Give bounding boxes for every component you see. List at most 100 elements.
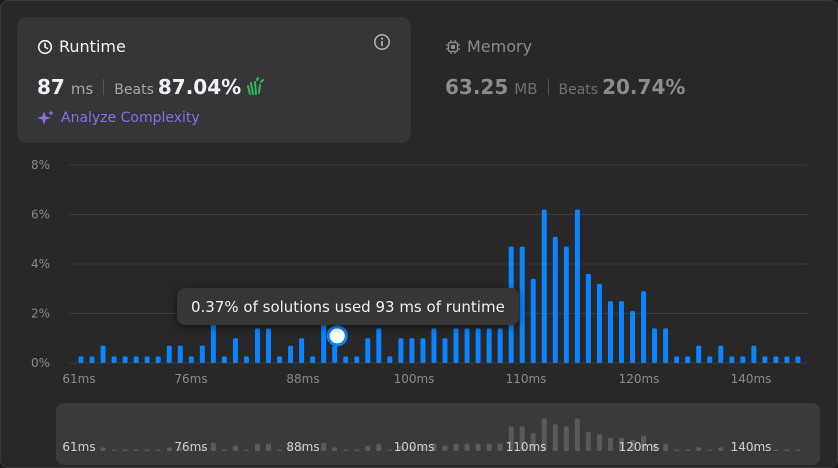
runtime-bar[interactable] bbox=[78, 356, 84, 363]
runtime-bar[interactable] bbox=[343, 356, 349, 363]
runtime-bar[interactable] bbox=[310, 356, 316, 363]
runtime-bar[interactable] bbox=[221, 356, 227, 363]
memory-beats-value: 20.74% bbox=[602, 75, 686, 99]
overview-bar bbox=[122, 449, 128, 451]
highlight-marker[interactable] bbox=[326, 325, 348, 347]
runtime-bar[interactable] bbox=[685, 356, 691, 363]
runtime-header: Runtime bbox=[37, 37, 126, 56]
runtime-bar[interactable] bbox=[420, 338, 426, 363]
runtime-bar[interactable] bbox=[740, 356, 746, 363]
runtime-bar[interactable] bbox=[652, 328, 658, 363]
x-tick-label: 76ms bbox=[174, 372, 207, 386]
runtime-bar[interactable] bbox=[354, 356, 360, 363]
runtime-bar[interactable] bbox=[784, 356, 790, 363]
runtime-bar[interactable] bbox=[321, 323, 327, 363]
runtime-bar[interactable] bbox=[277, 356, 283, 363]
runtime-bar[interactable] bbox=[718, 345, 724, 363]
x-tick-label: 140ms bbox=[731, 372, 772, 386]
memory-metric: 63.25 MB Beats 20.74% bbox=[445, 75, 685, 99]
runtime-bar[interactable] bbox=[299, 338, 305, 363]
memory-card[interactable]: Memory 63.25 MB Beats 20.74% bbox=[429, 17, 823, 143]
runtime-bar[interactable] bbox=[552, 236, 558, 363]
runtime-bar[interactable] bbox=[332, 345, 338, 363]
runtime-bar[interactable] bbox=[210, 323, 216, 363]
overview-bar bbox=[541, 418, 547, 451]
runtime-bar[interactable] bbox=[596, 283, 602, 363]
runtime-bar[interactable] bbox=[376, 328, 382, 363]
runtime-bar[interactable] bbox=[89, 356, 95, 363]
runtime-bar[interactable] bbox=[409, 338, 415, 363]
runtime-bar[interactable] bbox=[398, 338, 404, 363]
runtime-bar[interactable] bbox=[497, 328, 503, 363]
runtime-bar[interactable] bbox=[232, 338, 238, 363]
runtime-bar[interactable] bbox=[530, 278, 536, 363]
runtime-bar[interactable] bbox=[464, 328, 470, 363]
runtime-bar[interactable] bbox=[188, 356, 194, 363]
overview-bar bbox=[718, 447, 724, 451]
runtime-bar[interactable] bbox=[696, 345, 702, 363]
overview-bar bbox=[199, 447, 205, 451]
runtime-bar[interactable] bbox=[475, 328, 481, 363]
runtime-bar[interactable] bbox=[773, 356, 779, 363]
runtime-distribution-chart[interactable]: 0% 2% 4% 6% 8% 61ms 76ms 88ms 100ms 110ms 120ms 140… bbox=[1, 151, 837, 391]
runtime-bar[interactable] bbox=[630, 311, 636, 363]
runtime-bar[interactable] bbox=[541, 209, 547, 363]
overview-bar bbox=[773, 449, 779, 451]
overview-bar bbox=[574, 418, 580, 451]
runtime-bar[interactable] bbox=[453, 328, 459, 363]
runtime-bar[interactable] bbox=[144, 356, 150, 363]
overview-bar bbox=[475, 443, 481, 451]
overview-bar bbox=[618, 437, 624, 451]
runtime-bar[interactable] bbox=[751, 345, 757, 363]
runtime-bar[interactable] bbox=[387, 356, 393, 363]
runtime-bar[interactable] bbox=[762, 356, 768, 363]
runtime-bar[interactable] bbox=[585, 273, 591, 363]
runtime-bar[interactable] bbox=[663, 328, 669, 363]
runtime-bar[interactable] bbox=[243, 356, 249, 363]
runtime-bar[interactable] bbox=[266, 328, 272, 363]
runtime-bar[interactable] bbox=[177, 345, 183, 363]
overview-bar bbox=[641, 435, 647, 451]
runtime-bar[interactable] bbox=[574, 209, 580, 363]
runtime-bar[interactable] bbox=[431, 328, 437, 363]
overview-bar bbox=[784, 449, 790, 451]
runtime-bar[interactable] bbox=[100, 345, 106, 363]
overview-bar bbox=[685, 449, 691, 451]
runtime-card[interactable]: Runtime 87 ms Beats 87.04% bbox=[17, 17, 411, 143]
runtime-bar[interactable] bbox=[795, 356, 801, 363]
overview-bar bbox=[530, 433, 536, 451]
chart-tooltip: 0.37% of solutions used 93 ms of runtime bbox=[177, 288, 519, 325]
runtime-bar[interactable] bbox=[365, 338, 371, 363]
overview-bar bbox=[519, 426, 525, 451]
runtime-bar[interactable] bbox=[519, 246, 525, 363]
info-icon[interactable] bbox=[373, 33, 391, 51]
runtime-bar[interactable] bbox=[199, 345, 205, 363]
runtime-bar[interactable] bbox=[674, 356, 680, 363]
overview-bar bbox=[607, 437, 613, 451]
runtime-bar[interactable] bbox=[486, 328, 492, 363]
overview-track[interactable] bbox=[56, 403, 820, 465]
overview-bar bbox=[288, 447, 294, 451]
analyze-complexity-button[interactable]: Analyze Complexity bbox=[37, 109, 200, 127]
runtime-bar[interactable] bbox=[707, 356, 713, 363]
chart-overview-scrollbar[interactable]: 61ms 76ms 88ms 100ms 110ms 120ms 140ms bbox=[1, 401, 837, 467]
runtime-beats-value: 87.04% bbox=[157, 75, 242, 99]
memory-beats-label: Beats bbox=[558, 82, 599, 98]
runtime-bar[interactable] bbox=[641, 291, 647, 363]
runtime-bar[interactable] bbox=[133, 356, 139, 363]
runtime-bar[interactable] bbox=[288, 345, 294, 363]
runtime-bar[interactable] bbox=[607, 301, 613, 363]
runtime-bar[interactable] bbox=[166, 345, 172, 363]
analyze-complexity-label: Analyze Complexity bbox=[61, 110, 200, 126]
runtime-bar[interactable] bbox=[122, 356, 128, 363]
overview-bar bbox=[365, 445, 371, 451]
overview-bar bbox=[596, 434, 602, 451]
runtime-bar[interactable] bbox=[155, 356, 161, 363]
runtime-bar[interactable] bbox=[254, 328, 260, 363]
runtime-bar[interactable] bbox=[563, 246, 569, 363]
y-tick-label: 4% bbox=[31, 257, 50, 271]
runtime-bar[interactable] bbox=[729, 356, 735, 363]
runtime-bar[interactable] bbox=[111, 356, 117, 363]
runtime-bar[interactable] bbox=[442, 338, 448, 363]
runtime-bar[interactable] bbox=[618, 301, 624, 363]
